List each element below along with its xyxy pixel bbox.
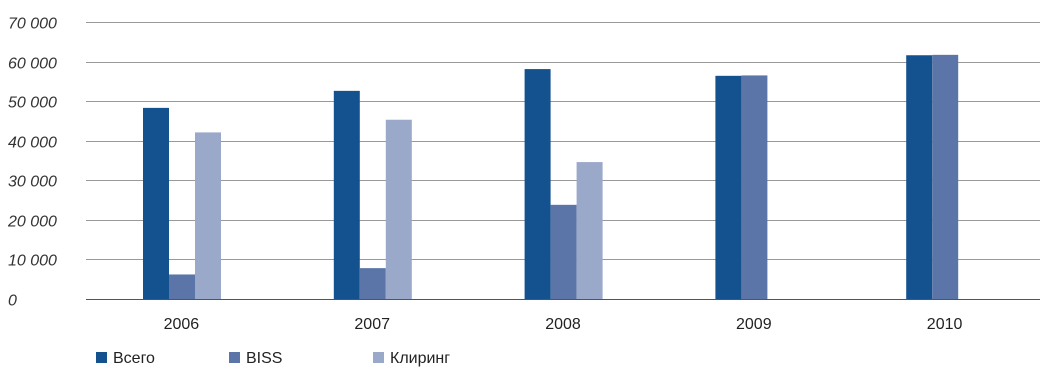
y-tick-label: 20 000 [7,214,57,231]
legend-label: Всего [113,350,155,367]
y-tick-label: 70 000 [8,16,57,33]
bar-2010-biss [932,54,959,299]
y-tick-label: 10 000 [8,253,57,270]
bar-2008-biss [550,204,577,299]
y-tick-label: 0 [8,293,17,310]
bar-2007-clearing [385,119,412,300]
bar-2006-total [143,107,169,300]
bar-2010-total [906,55,933,299]
x-tick-label: 2008 [545,316,581,333]
bar-2007-biss [359,268,386,299]
bar-2008-total [524,69,551,299]
legend-label: BISS [246,350,282,367]
bars [143,54,959,300]
x-axis-ticks: 2006 2007 2008 2009 2010 [164,316,963,333]
y-axis-ticks: 0 10 000 20 000 30 000 40 000 50 000 60 000 70 … [7,16,57,310]
x-tick-label: 2006 [164,316,200,333]
legend-swatch [96,352,107,363]
legend-label: Клиринг [390,350,450,367]
legend: Всего BISS Клиринг [96,350,450,367]
y-tick-label: 40 000 [8,135,57,152]
x-tick-label: 2010 [927,316,963,333]
y-tick-label: 30 000 [8,174,57,191]
bar-2006-biss [169,274,195,299]
bar-2007-total [333,90,360,300]
legend-swatch [229,352,240,363]
y-tick-label: 50 000 [8,95,57,112]
y-tick-label: 60 000 [8,56,57,73]
bar-2009-biss [741,75,768,300]
legend-swatch [373,352,384,363]
bar-2009-total [715,75,742,300]
bar-2008-clearing [576,162,603,299]
x-tick-label: 2007 [354,316,390,333]
x-tick-label: 2009 [736,316,772,333]
bar-2006-clearing [195,132,221,299]
